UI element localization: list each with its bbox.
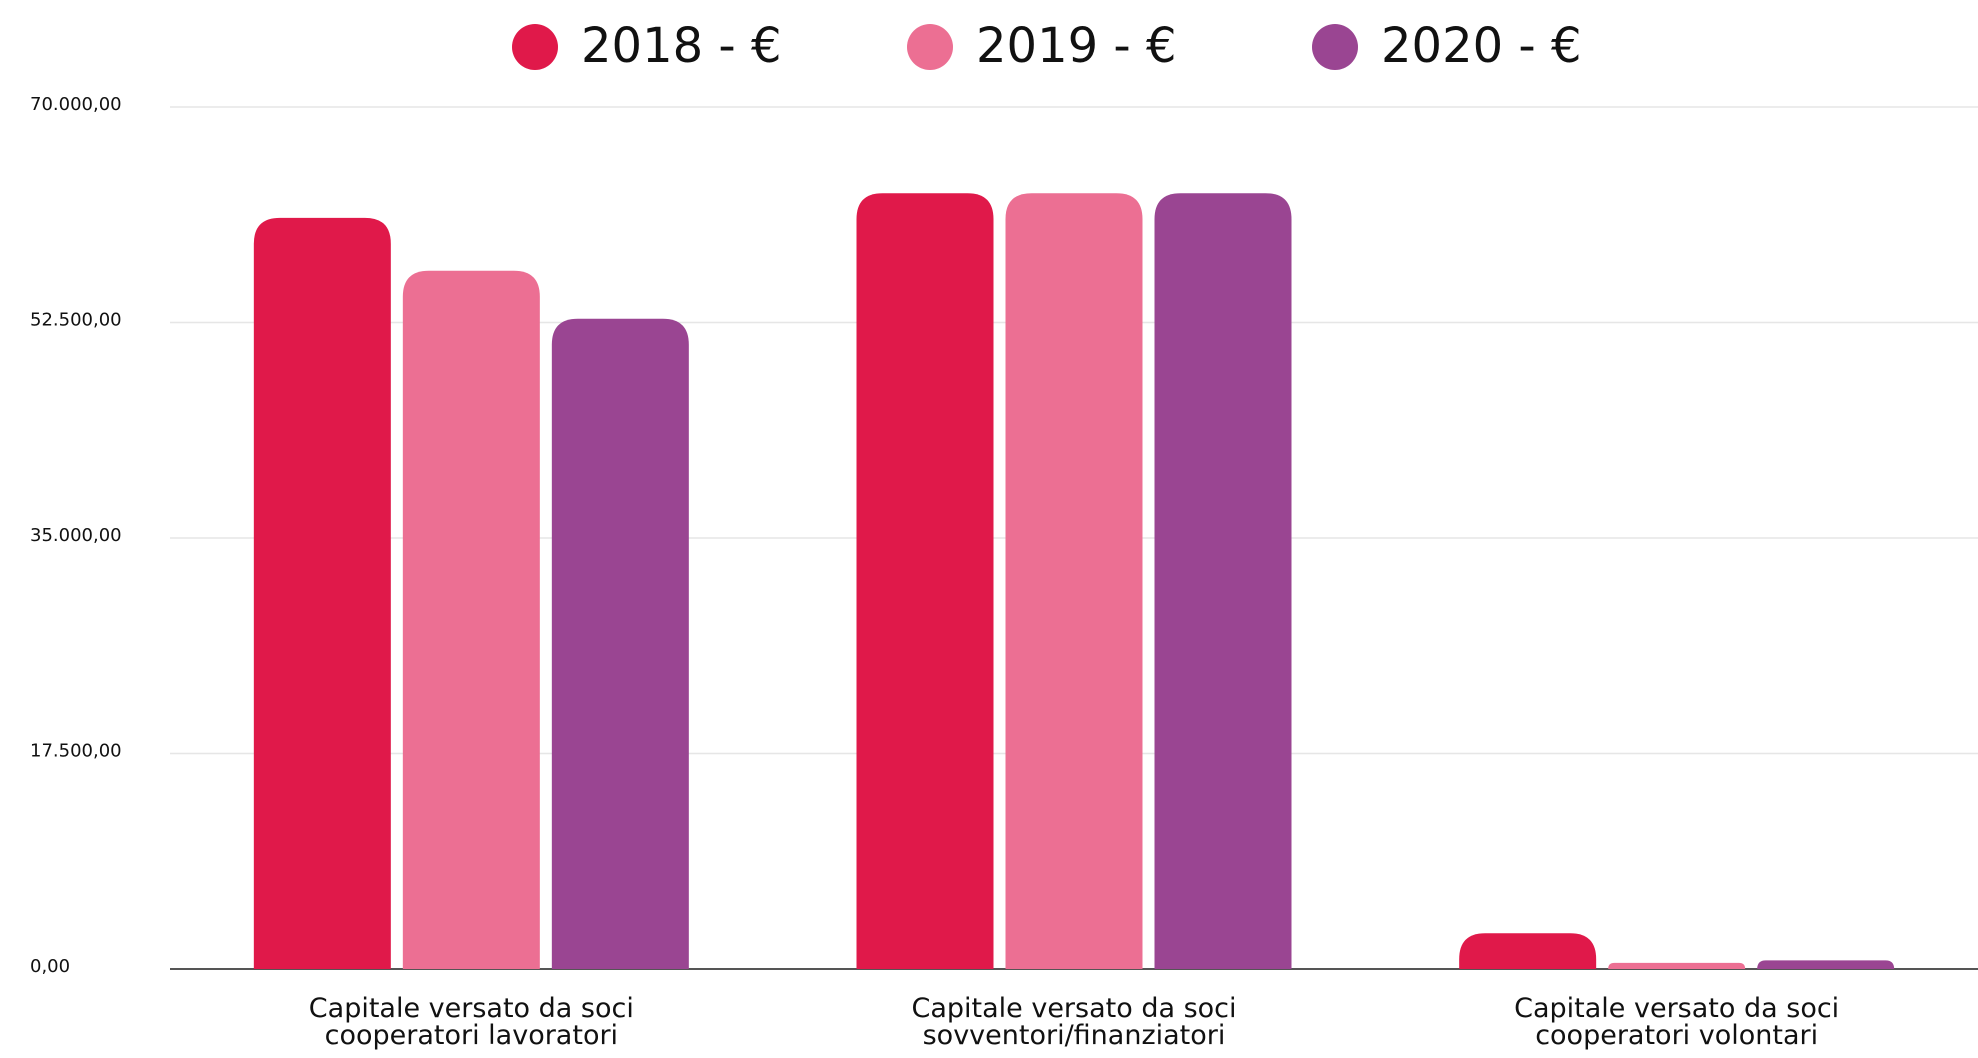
x-tick-label: Capitale versato da soci cooperatori lavo… xyxy=(309,993,634,1051)
bar xyxy=(1757,960,1895,969)
legend-label: 2018 - € xyxy=(581,18,782,74)
y-tick-label: 52.500,00 xyxy=(30,310,122,331)
y-tick-label: 17.500,00 xyxy=(30,741,122,762)
bar xyxy=(551,318,689,969)
bar xyxy=(1459,933,1597,969)
legend-swatch xyxy=(907,24,953,70)
x-tick-label: Capitale versato da soci cooperatori volo… xyxy=(1514,993,1839,1051)
legend-label: 2020 - € xyxy=(1381,18,1582,74)
y-tick-label: 0,00 xyxy=(30,956,70,977)
bar xyxy=(856,193,994,969)
x-tick-label: Capitale versato da soci sovventori/finan… xyxy=(911,993,1236,1051)
legend-swatch xyxy=(512,24,558,70)
bar xyxy=(402,270,540,969)
bar xyxy=(1154,193,1292,969)
y-tick-label: 35.000,00 xyxy=(30,525,122,546)
legend-label: 2019 - € xyxy=(976,18,1177,74)
bar xyxy=(1005,193,1143,969)
legend-swatch xyxy=(1312,24,1358,70)
bar xyxy=(1608,962,1746,969)
bar xyxy=(253,217,391,970)
y-tick-label: 70.000,00 xyxy=(30,94,122,115)
